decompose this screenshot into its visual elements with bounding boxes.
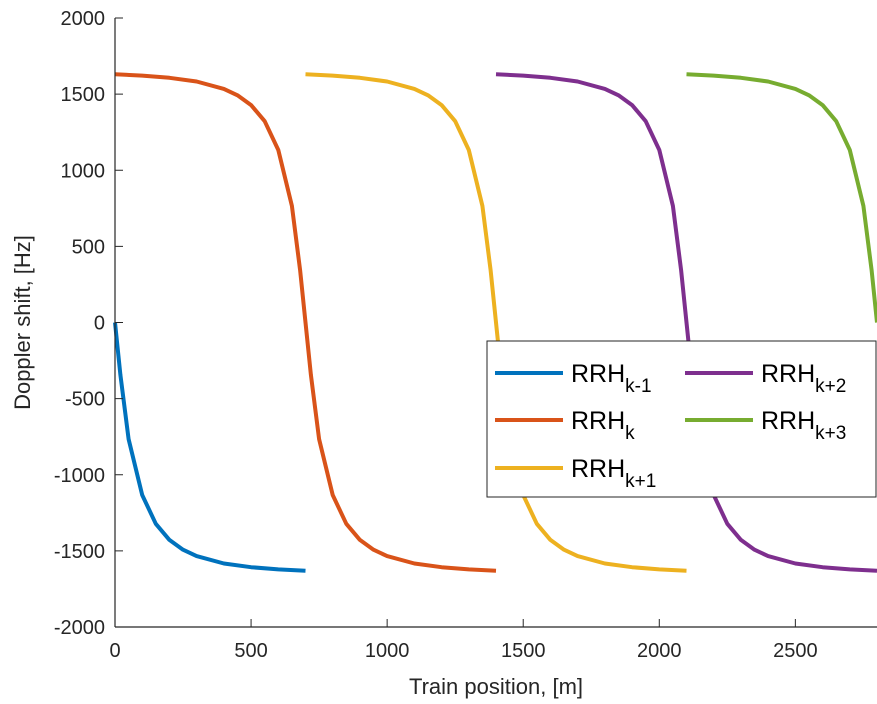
x-axis-label: Train position, [m] (409, 674, 583, 699)
legend: RRHk-1 RRHk RRHk+1 RRHk+2 RRHk+3 (486, 340, 877, 498)
series-line-4 (686, 72, 877, 323)
axes: -2000 -1500 -1000 -500 0 500 1000 1500 2000 0 500 1… (54, 8, 877, 662)
series-line-0 (113, 322, 306, 573)
y-tick-label: 1500 (61, 84, 106, 106)
x-tick-label: 1000 (365, 640, 410, 662)
y-axis-label: Doppler shift, [Hz] (10, 235, 35, 410)
y-tick-label: 0 (94, 313, 105, 335)
legend-label-4: RRHk+3 (761, 407, 846, 444)
y-tick-label: -1500 (54, 541, 105, 563)
series-line-3 (495, 72, 877, 573)
x-tick-label: 500 (234, 640, 267, 662)
y-tick-label: 500 (72, 236, 105, 258)
y-tick-label: -500 (65, 389, 105, 411)
y-tick-label: 2000 (61, 8, 106, 30)
y-tick-label: -2000 (54, 617, 105, 639)
x-tick-label: 2000 (637, 640, 682, 662)
legend-label-1: RRHk (571, 407, 635, 444)
legend-label-2: RRHk+1 (571, 455, 656, 492)
series-layer (113, 72, 877, 573)
series-line-2 (305, 72, 687, 573)
legend-label-3: RRHk+2 (761, 360, 846, 397)
x-tick-label: 2500 (773, 640, 818, 662)
series-line-1 (114, 72, 497, 573)
x-tick-label: 0 (109, 640, 120, 662)
y-tick-label: 1000 (61, 160, 106, 182)
x-tick-label: 1500 (501, 640, 546, 662)
legend-label-0: RRHk-1 (571, 360, 652, 397)
y-tick-label: -1000 (54, 465, 105, 487)
